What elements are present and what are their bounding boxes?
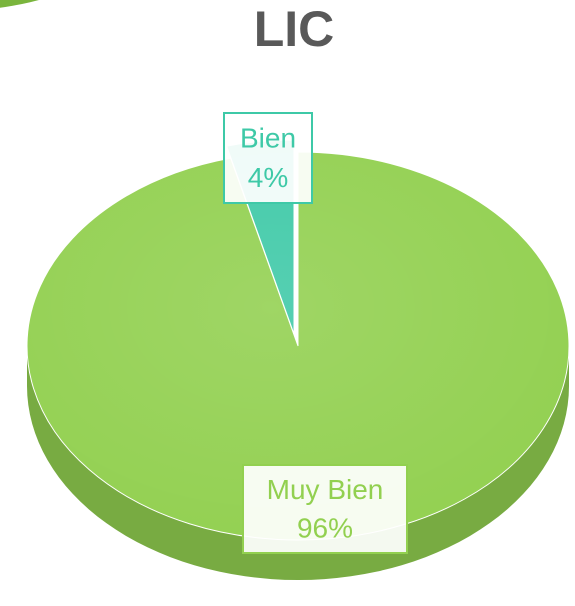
data-label-name: Muy Bien — [267, 474, 384, 505]
pie-side — [27, 346, 569, 580]
chart-title: LIC — [254, 1, 335, 57]
data-label-box — [242, 464, 408, 554]
data-label-value: 4% — [248, 162, 288, 193]
data-label-box — [223, 112, 313, 204]
data-label-name: Bien — [240, 122, 296, 153]
pie-highlight — [27, 152, 569, 540]
neighbor-chart-fragment — [0, 0, 39, 8]
data-label-value: 96% — [297, 513, 353, 544]
